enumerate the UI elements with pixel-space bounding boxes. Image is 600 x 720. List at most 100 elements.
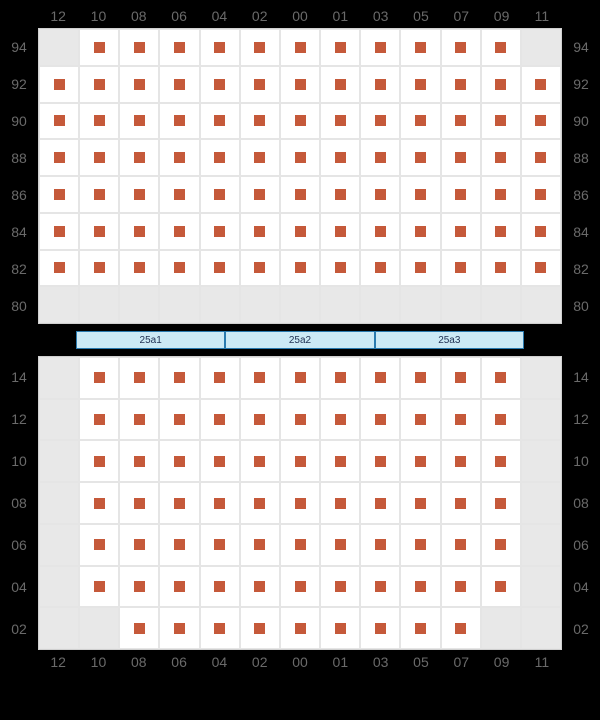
seat-cell[interactable] [240,607,280,649]
seat-cell[interactable] [481,357,521,399]
seat-cell[interactable] [200,29,240,66]
seat-cell[interactable] [79,176,119,213]
seat-cell[interactable] [320,440,360,482]
seat-cell[interactable] [441,176,481,213]
seat-cell[interactable] [200,440,240,482]
seat-cell[interactable] [240,250,280,287]
seat-cell[interactable] [481,440,521,482]
seat-cell[interactable] [360,607,400,649]
seat-cell[interactable] [400,103,440,140]
seat-cell[interactable] [119,357,159,399]
seat-cell[interactable] [159,176,199,213]
seat-cell[interactable] [441,524,481,566]
seat-cell[interactable] [360,524,400,566]
seat-cell[interactable] [119,66,159,103]
seat-cell[interactable] [159,213,199,250]
seat-cell[interactable] [441,103,481,140]
seat-cell[interactable] [79,399,119,441]
seat-cell[interactable] [521,139,561,176]
seat-cell[interactable] [119,213,159,250]
seat-cell[interactable] [360,176,400,213]
seat-cell[interactable] [320,250,360,287]
seat-cell[interactable] [159,607,199,649]
seat-cell[interactable] [79,566,119,608]
seat-cell[interactable] [360,103,400,140]
seat-cell[interactable] [240,103,280,140]
seat-cell[interactable] [280,524,320,566]
seat-cell[interactable] [280,250,320,287]
seat-cell[interactable] [481,566,521,608]
seat-cell[interactable] [240,566,280,608]
seat-cell[interactable] [400,399,440,441]
seat-cell[interactable] [159,103,199,140]
seat-cell[interactable] [79,103,119,140]
seat-cell[interactable] [159,399,199,441]
seat-cell[interactable] [240,29,280,66]
seat-cell[interactable] [360,139,400,176]
seat-cell[interactable] [200,139,240,176]
seat-cell[interactable] [280,482,320,524]
seat-cell[interactable] [200,524,240,566]
seat-cell[interactable] [521,103,561,140]
seat-cell[interactable] [521,250,561,287]
seat-cell[interactable] [200,66,240,103]
seat-cell[interactable] [400,566,440,608]
seat-cell[interactable] [481,139,521,176]
seat-cell[interactable] [200,103,240,140]
seat-cell[interactable] [481,213,521,250]
seat-cell[interactable] [441,139,481,176]
seat-cell[interactable] [441,357,481,399]
seat-cell[interactable] [400,524,440,566]
seat-cell[interactable] [320,357,360,399]
seat-cell[interactable] [240,139,280,176]
seat-cell[interactable] [360,482,400,524]
seat-cell[interactable] [159,524,199,566]
seat-cell[interactable] [360,357,400,399]
seat-cell[interactable] [39,250,79,287]
seat-cell[interactable] [39,139,79,176]
seat-cell[interactable] [200,399,240,441]
seat-cell[interactable] [280,213,320,250]
seat-cell[interactable] [240,440,280,482]
seat-cell[interactable] [320,607,360,649]
seat-cell[interactable] [320,524,360,566]
seat-cell[interactable] [200,482,240,524]
seat-cell[interactable] [481,29,521,66]
seat-cell[interactable] [159,482,199,524]
seat-cell[interactable] [280,176,320,213]
seat-cell[interactable] [481,66,521,103]
seat-cell[interactable] [159,357,199,399]
seat-cell[interactable] [280,607,320,649]
seat-cell[interactable] [441,250,481,287]
seat-cell[interactable] [119,524,159,566]
seat-cell[interactable] [360,250,400,287]
seat-cell[interactable] [320,29,360,66]
seat-cell[interactable] [360,29,400,66]
seat-cell[interactable] [400,357,440,399]
seat-cell[interactable] [441,29,481,66]
seat-cell[interactable] [320,103,360,140]
seat-cell[interactable] [159,66,199,103]
seat-cell[interactable] [240,357,280,399]
seat-cell[interactable] [400,607,440,649]
seat-cell[interactable] [200,607,240,649]
seat-cell[interactable] [360,399,400,441]
seat-cell[interactable] [79,524,119,566]
seat-cell[interactable] [280,103,320,140]
seat-cell[interactable] [481,482,521,524]
seat-cell[interactable] [119,399,159,441]
seat-cell[interactable] [481,176,521,213]
seat-cell[interactable] [119,440,159,482]
seat-cell[interactable] [280,29,320,66]
seat-cell[interactable] [119,482,159,524]
seat-cell[interactable] [320,176,360,213]
seat-cell[interactable] [159,566,199,608]
seat-cell[interactable] [200,357,240,399]
seat-cell[interactable] [400,213,440,250]
seat-cell[interactable] [441,399,481,441]
seat-cell[interactable] [360,566,400,608]
seat-cell[interactable] [39,176,79,213]
seat-cell[interactable] [39,213,79,250]
seat-cell[interactable] [79,250,119,287]
seat-cell[interactable] [280,66,320,103]
